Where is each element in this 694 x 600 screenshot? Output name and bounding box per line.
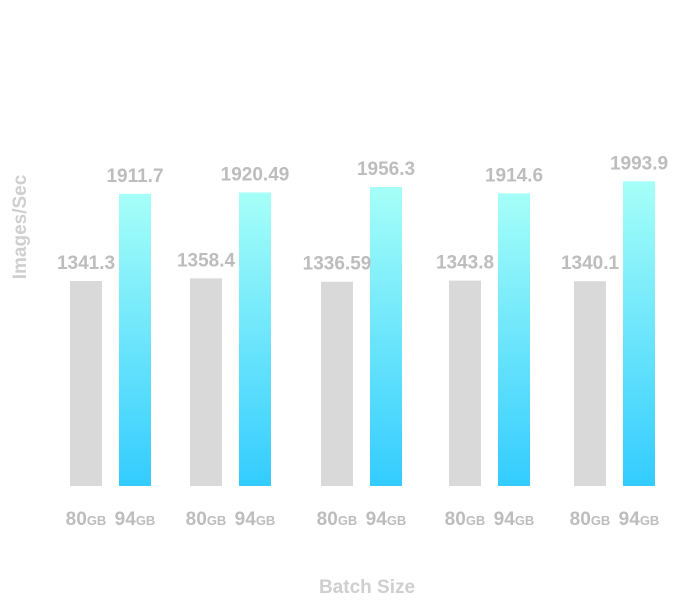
value-label-94gb-2: 1920.49	[221, 164, 290, 185]
x-tick-80gb-3: 80GB	[317, 509, 358, 530]
value-label-80gb-2: 1358.4	[177, 250, 236, 271]
x-tick-94gb-2: 94GB	[235, 509, 276, 530]
bar-80gb-3	[321, 281, 353, 486]
bar-94gb-1	[119, 193, 151, 486]
x-tick-80gb-5: 80GB	[570, 509, 611, 530]
value-label-94gb-5: 1993.9	[610, 153, 668, 174]
value-labels-layer: 1341.3 1911.7 1358.4 1920.49 1336.59 1956.3 13…	[57, 153, 668, 274]
bar-94gb-4	[498, 193, 530, 486]
value-label-94gb-1: 1911.7	[106, 166, 163, 187]
value-label-94gb-4: 1914.6	[485, 165, 543, 186]
value-label-80gb-5: 1340.1	[561, 253, 620, 274]
value-label-80gb-4: 1343.8	[436, 253, 494, 274]
x-tick-80gb-2: 80GB	[186, 509, 227, 530]
x-tick-80gb-1: 80GB	[66, 509, 107, 530]
x-tick-80gb-4: 80GB	[445, 509, 486, 530]
bar-80gb-4	[449, 280, 481, 486]
x-axis-label: Batch Size	[319, 577, 415, 598]
x-tick-94gb-3: 94GB	[366, 509, 407, 530]
bar-80gb-5	[574, 281, 606, 486]
bar-94gb-3	[370, 187, 402, 486]
value-label-80gb-3: 1336.59	[303, 254, 372, 275]
value-label-80gb-1: 1341.3	[57, 253, 115, 274]
bar-80gb-1	[70, 281, 102, 486]
x-tick-94gb-1: 94GB	[115, 509, 156, 530]
bar-94gb-5	[623, 181, 655, 486]
bar-94gb-2	[239, 192, 271, 486]
x-tick-94gb-4: 94GB	[494, 509, 535, 530]
bar-80gb-2	[190, 278, 222, 486]
y-axis-label: Images/Sec	[10, 174, 31, 279]
bars-layer	[70, 181, 655, 486]
x-tick-94gb-5: 94GB	[619, 509, 660, 530]
x-ticks-layer: 80GB 94GB 80GB 94GB 80GB 94GB 80GB 94GB 80GB 94GB	[66, 509, 660, 530]
value-label-94gb-3: 1956.3	[357, 159, 415, 180]
